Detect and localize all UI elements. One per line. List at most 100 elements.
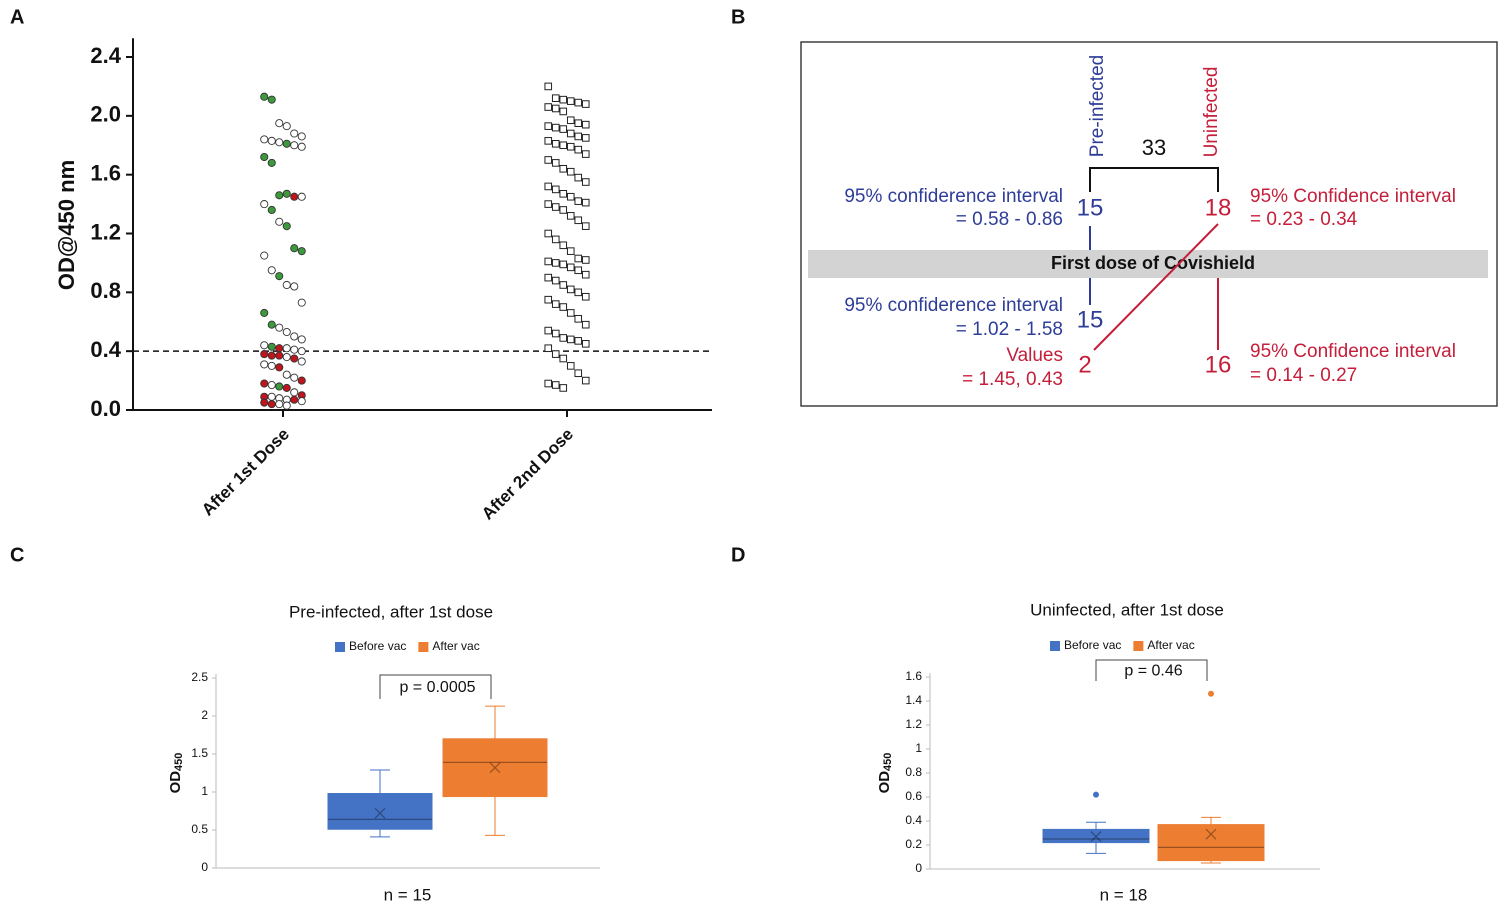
point xyxy=(267,95,276,104)
point xyxy=(581,100,590,108)
point xyxy=(282,280,291,290)
legend-swatch xyxy=(1133,641,1144,651)
y-tick-label: 0.4 xyxy=(90,337,121,362)
point xyxy=(267,320,276,329)
point xyxy=(290,395,299,404)
point xyxy=(566,97,575,105)
y-tick-label: 1.5 xyxy=(191,746,208,760)
bracket xyxy=(1089,167,1219,192)
point xyxy=(297,192,306,201)
y-tick-label: 0.0 xyxy=(90,396,121,421)
count: 2 xyxy=(1078,351,1091,378)
legend-swatch xyxy=(1050,641,1060,651)
y-axis-label-sub: 450 xyxy=(173,753,185,771)
y-tick-label: 0.5 xyxy=(191,822,208,836)
box xyxy=(1157,824,1265,862)
mean-marker xyxy=(1205,828,1217,840)
point xyxy=(574,197,583,205)
point xyxy=(290,332,299,341)
y-tick-label: 1.6 xyxy=(90,160,121,185)
point xyxy=(544,295,553,304)
point xyxy=(574,288,583,297)
point xyxy=(544,103,553,111)
point xyxy=(275,119,284,128)
point xyxy=(260,308,269,317)
count: 15 xyxy=(1077,306,1104,333)
point xyxy=(574,98,583,107)
point xyxy=(566,142,575,151)
point xyxy=(551,123,560,132)
x-tick-label: After 1st Dose xyxy=(198,425,293,520)
diagram-frame xyxy=(800,41,1498,407)
panel-label: D xyxy=(731,544,745,566)
point xyxy=(282,122,291,131)
point xyxy=(566,129,575,138)
point xyxy=(566,263,575,272)
significance-bracket xyxy=(1095,659,1208,681)
point xyxy=(297,335,306,344)
point xyxy=(260,341,269,350)
annotation: p = 0.0005 xyxy=(399,679,475,696)
mean-marker xyxy=(489,762,501,774)
note: 95% confiderence interval xyxy=(844,295,1063,316)
point xyxy=(574,369,583,378)
panel-label: C xyxy=(10,544,24,566)
point xyxy=(566,309,575,317)
point xyxy=(275,344,284,353)
legend-label: Before vac xyxy=(1064,638,1121,652)
point xyxy=(551,159,560,167)
y-tick-label: 2.4 xyxy=(90,43,121,68)
annotation: p = 0.46 xyxy=(1124,663,1182,680)
total: 33 xyxy=(1142,135,1166,160)
group-label: Uninfected xyxy=(1201,67,1222,158)
point xyxy=(544,182,553,191)
y-tick-label: 2.5 xyxy=(191,670,208,684)
point xyxy=(559,206,568,214)
point xyxy=(581,292,590,301)
y-tick-label: 0.6 xyxy=(905,789,922,803)
y-tick-label: 2 xyxy=(201,708,208,722)
point xyxy=(566,335,575,344)
point xyxy=(282,383,291,392)
y-tick-label: 1.4 xyxy=(905,693,922,707)
y-tick-label: 0.8 xyxy=(905,765,922,779)
x-tick-label: After 2nd Dose xyxy=(478,425,577,524)
point xyxy=(544,326,553,335)
point xyxy=(267,342,276,351)
box xyxy=(442,738,548,798)
group-label: Pre-infected xyxy=(1087,55,1108,157)
point xyxy=(290,141,299,150)
y-axis-label-sub: 450 xyxy=(882,753,894,771)
point xyxy=(282,327,291,337)
point xyxy=(551,300,560,308)
point xyxy=(282,344,291,353)
point xyxy=(551,276,560,285)
point xyxy=(566,247,575,255)
point xyxy=(275,191,284,200)
legend-label: Before vac xyxy=(349,639,406,653)
point xyxy=(260,251,269,260)
point xyxy=(260,92,269,101)
y-tick-label: 1 xyxy=(915,741,922,755)
point xyxy=(574,254,583,263)
panel-label: A xyxy=(10,6,24,28)
chart-title: Uninfected, after 1st dose xyxy=(1030,600,1224,619)
note: = 0.23 - 0.34 xyxy=(1250,209,1358,230)
point xyxy=(260,379,269,388)
point xyxy=(297,298,306,307)
y-tick-label: 1.2 xyxy=(905,717,922,731)
y-axis-label: OD450 xyxy=(167,753,185,794)
point xyxy=(282,222,291,231)
point xyxy=(290,192,299,201)
note: Values xyxy=(1006,345,1063,366)
point xyxy=(297,347,306,356)
band-label: First dose of Covishield xyxy=(1051,253,1255,273)
point xyxy=(267,205,276,215)
point xyxy=(544,257,553,266)
point xyxy=(267,136,276,145)
point xyxy=(559,189,568,198)
point xyxy=(267,351,276,360)
point xyxy=(581,222,590,230)
point xyxy=(260,350,269,359)
mean-marker xyxy=(374,807,386,819)
